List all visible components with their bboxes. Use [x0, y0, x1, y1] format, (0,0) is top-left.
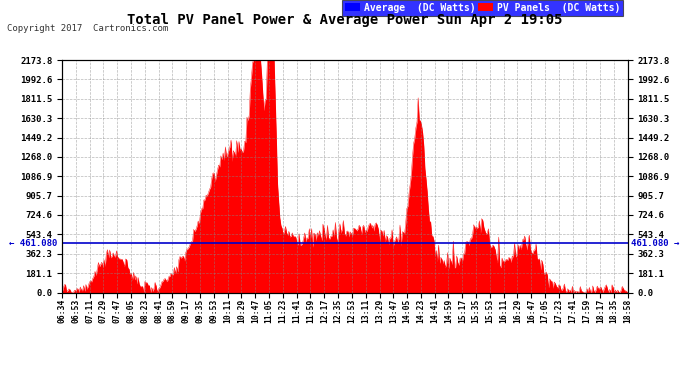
Legend: Average  (DC Watts), PV Panels  (DC Watts): Average (DC Watts), PV Panels (DC Watts) [342, 0, 623, 16]
Text: Copyright 2017  Cartronics.com: Copyright 2017 Cartronics.com [7, 24, 168, 33]
Text: 461.080 →: 461.080 → [631, 238, 679, 248]
Text: ← 461.080: ← 461.080 [10, 238, 58, 248]
Text: Total PV Panel Power & Average Power Sun Apr 2 19:05: Total PV Panel Power & Average Power Sun… [127, 13, 563, 27]
